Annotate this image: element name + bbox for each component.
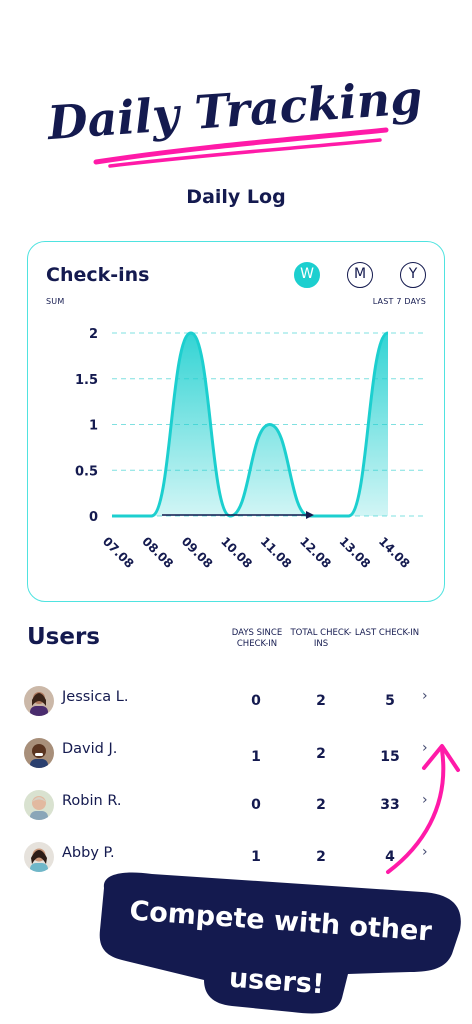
- days-since-value: 1: [251, 749, 261, 765]
- days-since-value: 1: [251, 849, 261, 865]
- x-tick-label: 10.08: [218, 534, 255, 571]
- user-name: Abby P.: [62, 845, 115, 861]
- y-tick-label: 0.5: [75, 464, 98, 479]
- last-checkin-value: 4: [385, 849, 395, 865]
- chevron-right-icon[interactable]: ›: [422, 740, 428, 756]
- col-days-since: DAYS SINCE CHECK-IN: [231, 628, 283, 649]
- x-tick-label: 13.08: [336, 534, 373, 571]
- pointer-arrow: [386, 744, 460, 874]
- col-last: LAST CHECK-IN: [354, 628, 420, 638]
- last-checkin-value: 5: [385, 693, 395, 709]
- chevron-right-icon[interactable]: ›: [422, 792, 428, 808]
- user-row[interactable]: Abby P. 1 2 4 ›: [20, 834, 450, 882]
- total-value: 2: [316, 693, 326, 709]
- callout-line-2: users!: [228, 963, 325, 1001]
- last-checkin-value: 15: [380, 749, 400, 765]
- checkins-card: Check-ins W M Y SUM LAST 7 DAYS 0 0.5 1 1.5…: [27, 241, 445, 602]
- avatar: [24, 686, 54, 716]
- avatar: [24, 842, 54, 872]
- user-name: Robin R.: [62, 793, 122, 809]
- card-title: Check-ins: [46, 264, 150, 286]
- user-row[interactable]: Robin R. 0 2 33 ›: [20, 782, 450, 830]
- chevron-right-icon[interactable]: ›: [422, 844, 428, 860]
- headline-text: Daily Tracking: [44, 70, 424, 150]
- period-week-button[interactable]: W: [294, 262, 320, 288]
- avatar: [24, 790, 54, 820]
- total-value: 2: [316, 797, 326, 813]
- x-tick-label: 14.08: [376, 534, 413, 571]
- y-tick-label: 0: [89, 510, 98, 525]
- total-value: 2: [316, 746, 326, 762]
- user-name: Jessica L.: [62, 689, 129, 705]
- page-subtitle: Daily Log: [186, 186, 286, 208]
- headline-underline-2: [108, 138, 382, 168]
- user-row[interactable]: Jessica L. 0 2 5 ›: [20, 678, 450, 726]
- x-tick-label: 07.08: [100, 534, 137, 571]
- days-since-value: 0: [251, 797, 261, 813]
- user-name: David J.: [62, 741, 118, 757]
- y-tick-label: 1.5: [75, 373, 98, 388]
- headline-graphic: Daily Tracking: [44, 70, 424, 168]
- arrow-head-icon: [306, 511, 314, 519]
- x-tick-label: 12.08: [297, 534, 334, 571]
- period-month-button[interactable]: M: [347, 262, 373, 288]
- chevron-right-icon[interactable]: ›: [422, 688, 428, 704]
- x-tick-label: 11.08: [258, 534, 295, 571]
- days-since-value: 0: [251, 693, 261, 709]
- sum-caption: SUM: [46, 297, 65, 306]
- col-total: TOTAL CHECK-INS: [290, 628, 352, 649]
- x-tick-label: 09.08: [179, 534, 216, 571]
- headline-underline: [93, 127, 389, 165]
- users-title: Users: [27, 624, 100, 650]
- y-tick-label: 2: [89, 327, 98, 342]
- compete-callout: Compete with other users!: [99, 872, 461, 1014]
- period-year-button[interactable]: Y: [400, 262, 426, 288]
- total-value: 2: [316, 849, 326, 865]
- last-checkin-value: 33: [380, 797, 400, 813]
- y-tick-label: 1: [89, 419, 98, 434]
- avatar: [24, 738, 54, 768]
- range-caption: LAST 7 DAYS: [372, 297, 426, 306]
- x-tick-label: 08.08: [139, 534, 176, 571]
- user-row[interactable]: David J. 1 2 15 ›: [20, 730, 450, 778]
- series-area: [112, 333, 388, 516]
